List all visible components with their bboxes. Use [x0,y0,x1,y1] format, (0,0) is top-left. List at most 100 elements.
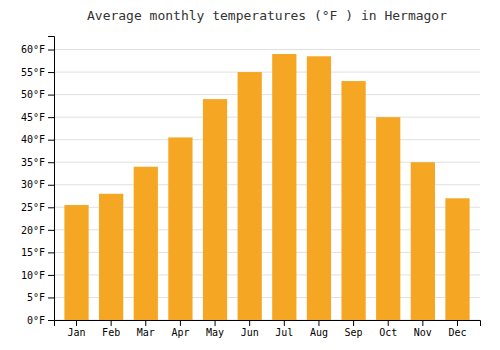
x-tick-mark [215,320,216,326]
y-tick-mark [48,185,54,186]
x-axis: Jan Feb Mar Apr May Jun Jul Aug Sep Oct Nov Dec [55,320,481,338]
y-tick-label: 40°F [21,134,45,145]
y-axis: 0°F 5°F 10°F 15°F 20°F 25°F 30°F 35°F 40°F 45°F 50… [21,37,55,326]
x-tick-label: Feb [102,327,120,338]
y-tick: 35°F [21,157,54,168]
y-tick-label: 50°F [21,89,45,100]
y-tick-label: 15°F [21,247,45,258]
x-tick-mark [180,320,181,326]
grid-line [54,49,480,50]
x-tick: Apr [171,320,189,338]
bar [99,194,123,320]
x-tick-mark [76,320,77,326]
x-tick-mark [388,320,389,326]
chart: 0°F 5°F 10°F 15°F 20°F 25°F 30°F 35°F 40°F 45°F 50… [0,0,500,350]
x-tick-mark [111,320,112,326]
x-tick-label: Jan [67,327,85,338]
x-tick: May [206,320,224,338]
y-tick: 20°F [21,225,54,236]
bar [203,99,227,320]
y-tick: 0°F [27,315,54,326]
y-tick-mark [48,207,54,208]
x-tick-label: Jul [275,327,293,338]
bar [64,205,88,320]
x-axis-line [55,321,481,327]
x-tick-mark [249,320,250,326]
y-tick-label: 60°F [21,44,45,55]
y-tick: 15°F [21,247,54,258]
y-tick-mark [48,95,54,96]
grid [54,50,480,320]
y-tick: 25°F [21,202,54,213]
title: Average monthly temperatures (°F ) in He… [87,8,447,23]
x-tick-mark [284,320,285,326]
x-tick-label: Mar [137,327,155,338]
y-tick-mark [48,252,54,253]
y-tick-mark [48,50,54,51]
y-tick: 45°F [21,112,54,123]
y-tick-label: 55°F [21,67,45,78]
x-tick: Oct [379,320,397,338]
y-tick-mark [48,162,54,163]
y-tick: 30°F [21,179,54,190]
x-tick-mark [145,320,146,326]
y-tick: 10°F [21,270,54,281]
y-tick-label: 0°F [27,315,45,326]
x-tick: Aug [310,320,328,338]
x-tick-label: Aug [310,327,328,338]
plot-area [64,54,469,320]
bar [307,56,331,320]
x-tick: Mar [137,320,155,338]
y-tick-mark [48,140,54,141]
y-tick-label: 20°F [21,225,45,236]
x-tick-label: Jun [241,327,259,338]
x-tick-mark [318,320,319,326]
y-tick: 60°F [21,44,54,55]
x-tick-mark [457,320,458,326]
bar [376,117,400,320]
y-tick-mark [48,72,54,73]
y-tick-label: 5°F [27,292,45,303]
x-tick: Jun [241,320,259,338]
bar [168,137,192,320]
y-tick-mark [48,117,54,118]
x-tick-label: Oct [379,327,397,338]
x-tick: Feb [102,320,120,338]
x-tick: Jul [275,320,293,338]
y-tick: 5°F [27,292,54,303]
x-tick-label: Apr [171,327,189,338]
x-tick: Nov [414,320,432,338]
y-tick-mark [48,297,54,298]
bar [272,54,296,320]
x-tick-label: Sep [345,327,363,338]
bar [134,167,158,320]
x-tick-mark [422,320,423,326]
y-tick: 40°F [21,134,54,145]
grid-line [54,117,480,118]
y-tick-mark [48,320,54,321]
x-tick-label: Nov [414,327,432,338]
bar [411,162,435,320]
y-tick-label: 35°F [21,157,45,168]
x-tick-label: Dec [448,327,466,338]
grid-line [54,139,480,140]
bar [445,198,469,320]
grid-line [54,94,480,95]
x-tick-label: May [206,327,224,338]
grid-line [54,72,480,73]
y-tick-mark [48,230,54,231]
bar [341,81,365,320]
x-tick-mark [353,320,354,326]
y-tick-label: 30°F [21,179,45,190]
y-tick: 50°F [21,89,54,100]
x-tick: Dec [448,320,466,338]
y-tick-mark [48,275,54,276]
y-tick-label: 10°F [21,270,45,281]
y-tick-label: 25°F [21,202,45,213]
x-tick: Sep [345,320,363,338]
bar [238,72,262,320]
y-tick-label: 45°F [21,112,45,123]
y-tick: 55°F [21,67,54,78]
y-axis-line [48,37,55,321]
x-tick: Jan [67,320,85,338]
